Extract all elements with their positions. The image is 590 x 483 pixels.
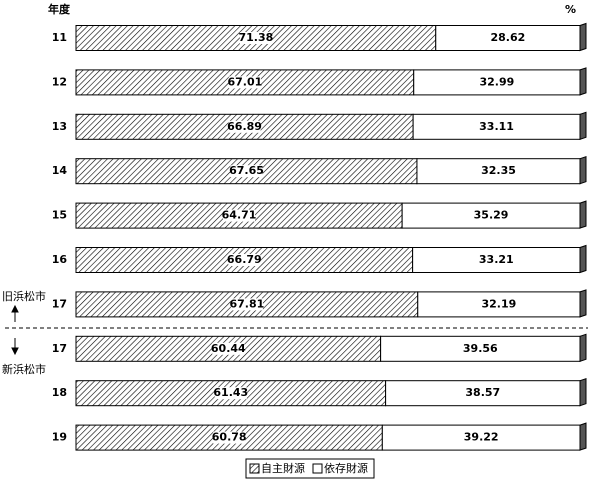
label-bg [228,254,261,266]
bar-segment [380,335,581,362]
bar-side [579,422,587,451]
y-tick-label: 12 [52,75,67,88]
bar-side [579,67,587,96]
label-bg [230,165,263,178]
y-tick-label: 14 [52,164,68,177]
value-label: 32.35 [481,164,516,177]
value-label: 38.57 [465,386,500,399]
value-label: 67.01 [227,75,262,88]
y-tick-label: 13 [52,120,67,133]
value-label: 32.99 [479,75,514,88]
bar-segment [385,380,581,407]
value-label: 60.78 [212,431,247,444]
bar-segment [412,247,581,273]
bar-segment [435,25,581,51]
x-axis-label: 年度 [48,2,71,16]
label-bg [223,209,256,222]
label-bg [239,32,272,44]
value-label: 28.62 [490,31,525,44]
value-label: 66.89 [227,120,262,133]
bar-side [579,333,587,362]
annotation: 旧浜松市 [2,289,46,303]
unit-label: % [565,3,576,16]
value-label: 35.29 [474,209,509,222]
bar-segment [412,113,581,140]
value-label: 67.65 [229,164,264,177]
legend-swatch [312,463,323,474]
legend [245,458,375,479]
bar-side [579,244,587,274]
y-tick-label: 17 [52,297,67,310]
value-label: 32.19 [481,297,516,310]
bar-side [579,22,587,52]
value-label: 64.71 [222,209,257,222]
value-label: 33.21 [479,253,514,266]
y-tick-label: 18 [52,386,67,399]
bar-segment [413,69,581,96]
bar-segment [381,424,581,451]
value-label: 39.22 [464,431,499,444]
y-tick-label: 16 [52,253,68,266]
legend-label: 依存財源 [324,461,368,475]
bar-segment [75,424,383,451]
y-tick-label: 19 [52,431,67,444]
y-tick-label: 15 [52,209,67,222]
value-label: 66.79 [227,253,262,266]
bar-side [579,378,587,407]
arrows [11,304,19,356]
label-bg [214,387,247,400]
label-bg [212,342,245,355]
annotation: 新浜松市 [2,362,46,376]
y-tick-label: 17 [52,342,67,355]
bar-side [579,200,587,229]
legend-label: 自主財源 [261,461,305,475]
value-label: 61.43 [213,386,248,399]
value-label: 33.11 [479,120,514,133]
value-label: 39.56 [463,342,498,355]
value-label: 71.38 [238,31,273,44]
bar-side [579,111,587,140]
label-bg [213,431,246,444]
y-tick-label: 11 [52,31,67,44]
legend-swatch [249,463,260,474]
value-label: 60.44 [211,342,246,355]
bar-side [579,289,587,318]
label-bg [228,76,261,89]
value-label: 67.81 [229,297,264,310]
bar-side [579,156,587,185]
label-bg [228,120,261,133]
label-bg [230,298,263,311]
